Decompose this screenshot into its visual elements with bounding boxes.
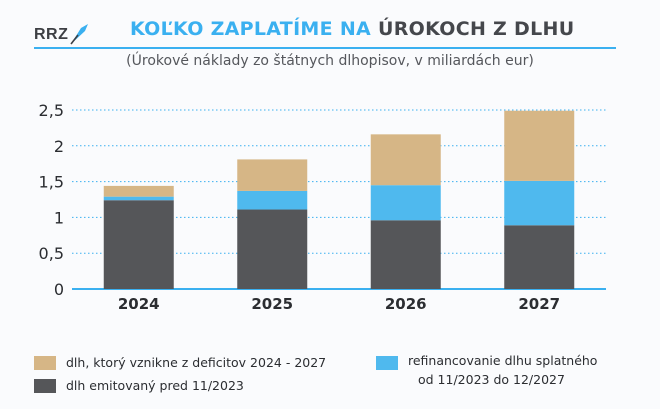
x-tick-label: 2026 [385,295,427,313]
bar-deficit-2027 [504,110,575,181]
logo-text: RRZ [34,26,69,43]
bar-deficit-2025 [237,159,308,191]
y-tick-label: 2 [54,137,64,156]
legend-swatch-old-debt [34,379,56,393]
y-tick-label: 1,5 [39,173,64,192]
legend-swatch-deficit [34,356,56,370]
bar-refinancing-2027 [504,180,575,226]
chart-title-part2: ÚROKOCH Z DLHU [377,18,575,40]
x-tick-label: 2027 [518,295,560,313]
bar-deficit-2024 [103,185,174,197]
legend-label-refinancing-line1: refinancovanie dlhu splatného [408,353,598,368]
legend-label-refinancing-line2: od 11/2023 do 12/2027 [418,372,565,387]
chart-subtitle: (Úrokové náklady zo štátnych dlhopisov, … [126,53,534,69]
x-tick-label: 2025 [251,295,293,313]
legend-label-deficit: dlh, ktorý vznikne z deficitov 2024 - 20… [66,355,327,370]
chart-title: KOĽKO ZAPLATÍME NA ÚROKOCH Z DLHU [130,18,574,40]
bar-refinancing-2026 [370,185,441,221]
title-underline [34,47,616,49]
y-tick-label: 0,5 [39,244,64,263]
bar-old-debt-2027 [504,225,575,289]
legend-label-old-debt: dlh emitovaný pred 11/2023 [66,378,244,393]
y-tick-label: 2,5 [39,101,64,120]
y-tick-label: 1 [54,208,64,227]
chart-title-part1: KOĽKO ZAPLATÍME NA [130,18,372,40]
bar-old-debt-2025 [237,209,308,289]
bar-old-debt-2026 [370,220,441,289]
x-tick-label: 2024 [118,295,160,313]
logo: RRZ [34,22,94,48]
bar-refinancing-2025 [237,190,308,210]
bar-deficit-2026 [370,134,441,186]
y-tick-label: 0 [54,280,64,299]
quill-icon [70,24,89,45]
legend-swatch-refinancing [376,356,398,370]
bar-refinancing-2024 [103,196,174,201]
bar-old-debt-2024 [103,200,174,289]
